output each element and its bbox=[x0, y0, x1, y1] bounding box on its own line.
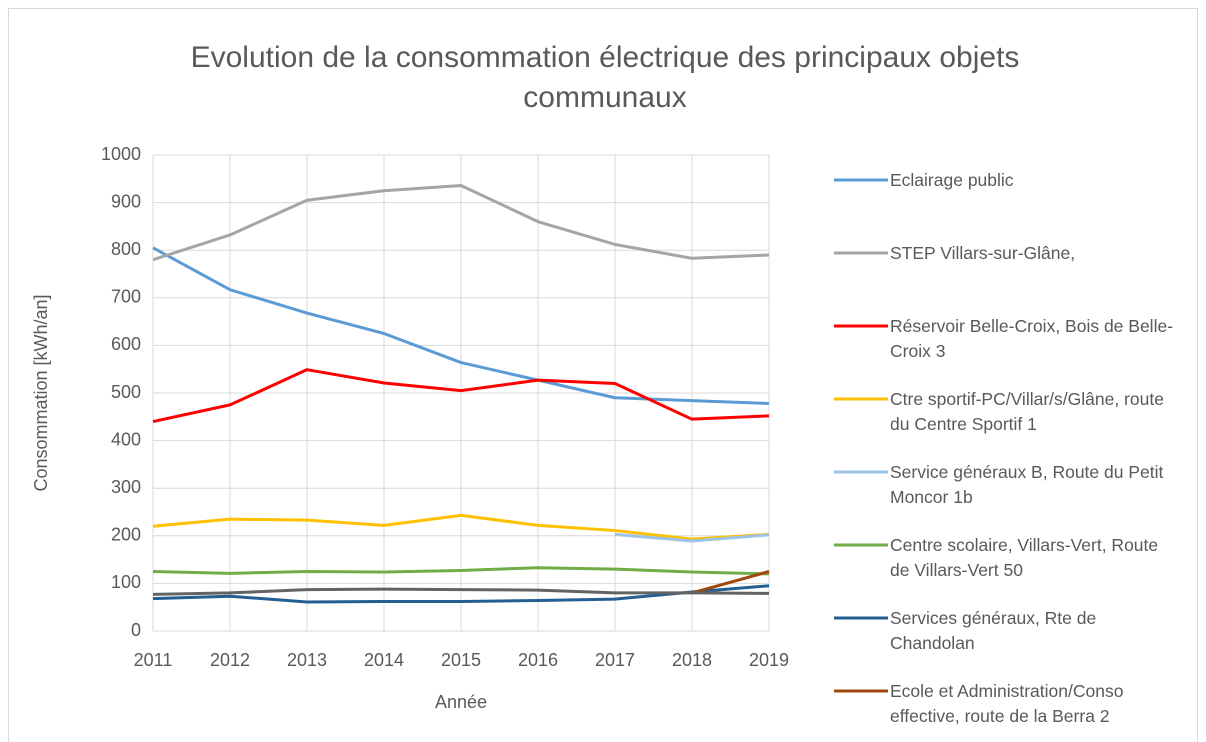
x-axis-label: Année bbox=[435, 692, 487, 712]
x-tick-label: 2013 bbox=[287, 650, 327, 670]
y-tick-label: 600 bbox=[111, 334, 141, 354]
legend-label: STEP Villars-sur-Glâne, bbox=[890, 243, 1076, 263]
y-tick-label: 100 bbox=[111, 572, 141, 592]
legend-label: Service généraux B, Route du Petit Monco… bbox=[890, 462, 1164, 507]
x-tick-label: 2012 bbox=[210, 650, 250, 670]
x-tick-label: 2011 bbox=[134, 650, 173, 670]
x-tick-label: 2016 bbox=[518, 650, 558, 670]
y-tick-label: 400 bbox=[111, 429, 141, 449]
x-tick-label: 2015 bbox=[441, 650, 481, 670]
x-tick-label: 2018 bbox=[672, 650, 712, 670]
x-tick-label: 2014 bbox=[364, 650, 404, 670]
series-line bbox=[152, 246, 770, 405]
chart-border bbox=[8, 8, 1198, 742]
legend-label: Ctre sportif-PC/Villar/s/Glâne, route du… bbox=[890, 389, 1164, 434]
chart-title: Evolution de la consommation électrique … bbox=[190, 41, 1020, 114]
legend-label: Eclairage public bbox=[890, 170, 1014, 190]
y-tick-label: 300 bbox=[111, 477, 141, 497]
x-tick-label: 2017 bbox=[595, 650, 635, 670]
series-line bbox=[152, 183, 770, 262]
y-axis-label: Consommation [kWh/an] bbox=[31, 294, 51, 491]
legend-label: Réservoir Belle-Croix, Bois de Belle-Cro… bbox=[890, 316, 1174, 361]
series-line bbox=[614, 532, 770, 543]
legend-label: Ecole et Administration/Conso effective,… bbox=[890, 681, 1124, 726]
series-line bbox=[152, 513, 770, 541]
y-tick-label: 900 bbox=[111, 191, 141, 211]
series-line bbox=[691, 570, 770, 595]
y-tick-label: 700 bbox=[111, 287, 141, 307]
y-tick-label: 0 bbox=[131, 620, 141, 640]
legend-label: Centre scolaire, Villars-Vert, Route de … bbox=[890, 535, 1159, 580]
y-tick-label: 500 bbox=[111, 382, 141, 402]
series-line bbox=[152, 566, 770, 576]
y-tick-label: 200 bbox=[111, 525, 141, 545]
x-tick-label: 2019 bbox=[749, 650, 789, 670]
legend-label: Services généraux, Rte de Chandolan bbox=[890, 608, 1097, 653]
series-line bbox=[152, 587, 770, 596]
y-tick-label: 1000 bbox=[101, 144, 141, 164]
series-line bbox=[152, 368, 770, 424]
y-tick-label: 800 bbox=[111, 239, 141, 259]
